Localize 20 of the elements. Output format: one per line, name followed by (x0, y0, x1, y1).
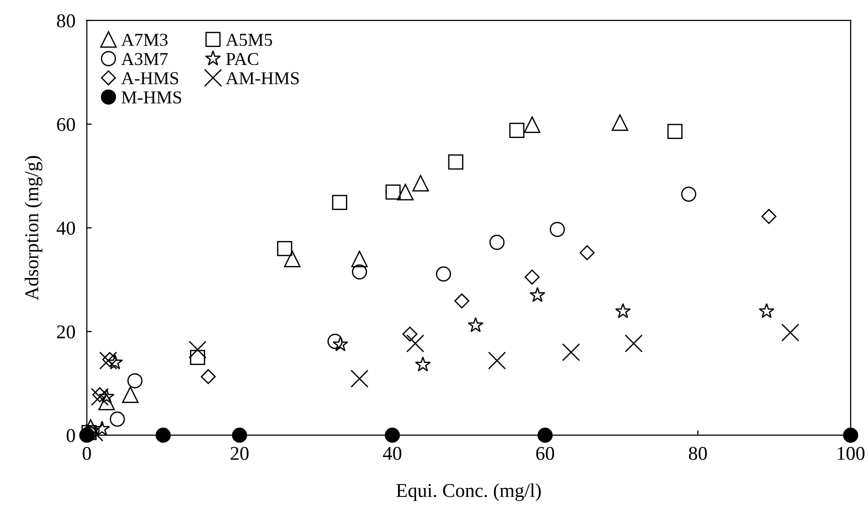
x-tick-label: 80 (688, 446, 707, 460)
x-tick-label: 40 (382, 446, 402, 460)
y-tick-label: 80 (56, 14, 75, 28)
x-tick-label: 0 (82, 446, 91, 460)
legend-label: A-HMS (121, 72, 178, 84)
legend-label: A5M5 (226, 34, 272, 46)
y-tick-label: 60 (57, 118, 75, 132)
legend-label: A7M3 (121, 34, 168, 46)
y-tick-label: 20 (57, 325, 75, 338)
y-axis-title: Adsorption (mg/g) (24, 156, 42, 300)
x-tick-label: 100 (838, 446, 864, 460)
x-tick-label: 60 (536, 446, 554, 460)
legend-label: AM-HMS (226, 72, 299, 84)
x-axis-title: Equi. Conc. (mg/l) (396, 483, 541, 502)
legend-label: PAC (226, 52, 258, 66)
legend-label: M-HMS (122, 91, 182, 104)
x-tick-label: 20 (230, 446, 249, 460)
y-tick-label: 40 (56, 222, 75, 235)
legend-label: A3M7 (121, 52, 168, 66)
y-tick-label: 0 (66, 429, 75, 442)
